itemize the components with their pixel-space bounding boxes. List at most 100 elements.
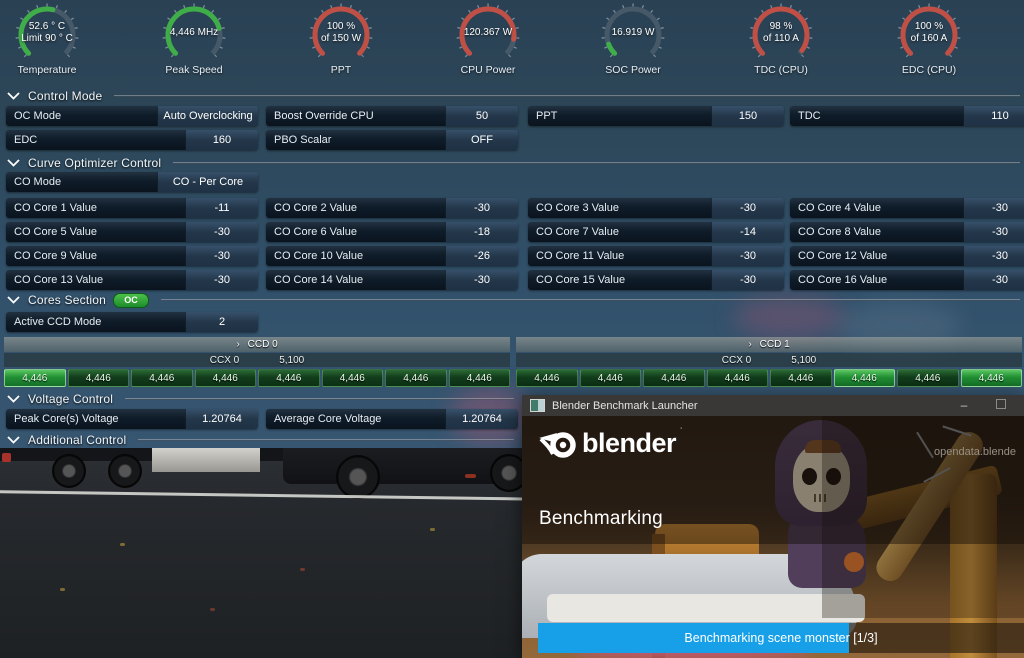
field-value: -30 [711, 270, 784, 290]
gauge-dial [15, 3, 79, 58]
chevron-down-icon[interactable] [6, 90, 21, 102]
gauge-arc [900, 6, 958, 56]
field-boost-override-cpu[interactable]: Boost Override CPU 50 [266, 106, 518, 126]
field-value: 2 [185, 312, 258, 332]
section-header-cores: Cores Section OC [6, 292, 1020, 308]
field-co-core-4[interactable]: CO Core 4 Value -30 [790, 198, 1024, 218]
field-edc[interactable]: EDC 160 [6, 130, 258, 150]
benchmark-progress-bar: Benchmarking scene monster [1/3] [538, 623, 1024, 653]
chevron-down-icon[interactable] [6, 157, 21, 169]
section-header-curve-optimizer: Curve Optimizer Control [6, 155, 1020, 171]
monster-mouth [814, 494, 816, 502]
ccd1-header[interactable]: › CCD 1 [516, 337, 1022, 352]
chevron-down-icon[interactable] [6, 294, 21, 306]
field-co-core-11[interactable]: CO Core 11 Value -30 [528, 246, 784, 266]
gauge-subvalue: Limit 90 ° C [21, 33, 73, 44]
field-label: CO Core 14 Value [266, 270, 445, 290]
app-icon [530, 399, 545, 412]
ccx-label: CCX 0 [209, 354, 240, 366]
field-co-core-9[interactable]: CO Core 9 Value -30 [6, 246, 258, 266]
maximize-button[interactable] [986, 395, 1016, 416]
core-tile: 4,446 [770, 369, 832, 387]
core-tile: 4,446 [385, 369, 447, 387]
field-co-core-3[interactable]: CO Core 3 Value -30 [528, 198, 784, 218]
gauge-value: 120.367 W [463, 27, 513, 38]
core-tile: 4,446 [4, 369, 66, 387]
ccd-name: CCD 1 [759, 339, 790, 350]
field-co-core-14[interactable]: CO Core 14 Value -30 [266, 270, 518, 290]
field-label: CO Core 6 Value [266, 222, 445, 242]
core-tile: 4,446 [448, 369, 510, 387]
field-co-core-5[interactable]: CO Core 5 Value -30 [6, 222, 258, 242]
monster-hand [844, 552, 864, 572]
field-label: Active CCD Mode [6, 312, 185, 332]
field-active-ccd-mode[interactable]: Active CCD Mode 2 [6, 312, 258, 332]
section-rule [114, 95, 1020, 97]
window-titlebar[interactable]: Blender Benchmark Launcher – [522, 395, 1024, 416]
field-co-core-12[interactable]: CO Core 12 Value -30 [790, 246, 1024, 266]
field-co-core-7[interactable]: CO Core 7 Value -14 [528, 222, 784, 242]
field-label: CO Core 1 Value [6, 198, 185, 218]
truck-wheel [336, 455, 380, 499]
field-co-core-8[interactable]: CO Core 8 Value -30 [790, 222, 1024, 242]
field-pbo-scalar[interactable]: PBO Scalar OFF [266, 130, 518, 150]
blender-wordmark: blender [582, 428, 677, 458]
benchmarking-heading: Benchmarking [539, 508, 663, 529]
field-peak-core-voltage[interactable]: Peak Core(s) Voltage 1.20764 [6, 409, 258, 429]
field-co-core-2[interactable]: CO Core 2 Value -30 [266, 198, 518, 218]
field-co-core-6[interactable]: CO Core 6 Value -18 [266, 222, 518, 242]
field-co-core-15[interactable]: CO Core 15 Value -30 [528, 270, 784, 290]
ccd0-header[interactable]: › CCD 0 [4, 337, 510, 352]
gauge-subvalue: of 150 W [320, 33, 362, 44]
dark-overlay [822, 416, 1024, 618]
chevron-down-icon[interactable] [6, 434, 21, 446]
field-label: CO Core 16 Value [790, 270, 963, 290]
core-tile: 4,446 [833, 369, 895, 387]
gauge-value: 16.919 W [611, 27, 655, 38]
field-label: CO Core 10 Value [266, 246, 445, 266]
field-co-mode[interactable]: CO Mode CO - Per Core [6, 172, 258, 192]
field-value: -14 [711, 222, 784, 242]
core-tile: 4,446 [897, 369, 959, 387]
field-tdc[interactable]: TDC 110 [790, 106, 1024, 126]
section-rule [138, 439, 514, 441]
field-co-core-10[interactable]: CO Core 10 Value -26 [266, 246, 518, 266]
gauge-subvalue: of 160 A [910, 33, 948, 44]
field-label: CO Core 9 Value [6, 246, 185, 266]
field-value: 110 [963, 106, 1024, 126]
section-title: Voltage Control [28, 392, 114, 406]
field-co-core-1[interactable]: CO Core 1 Value -11 [6, 198, 258, 218]
core-tile: 4,446 [194, 369, 256, 387]
field-value: 150 [711, 106, 784, 126]
section-title: Additional Control [28, 433, 127, 447]
mattress [547, 594, 865, 622]
truck-wheel [52, 454, 86, 488]
progress-fill [538, 623, 850, 653]
core-tile: 4,446 [579, 369, 641, 387]
gauge-cpu-power: 120.367 W CPU Power [428, 3, 548, 81]
field-ppt[interactable]: PPT 150 [528, 106, 784, 126]
opendata-link[interactable]: opendata.blende [934, 446, 1016, 458]
monster-hair [805, 440, 841, 453]
field-label: CO Core 12 Value [790, 246, 963, 266]
field-value: -30 [185, 246, 258, 266]
core-tile: 4,446 [67, 369, 129, 387]
field-label: CO Core 15 Value [528, 270, 711, 290]
monster-eye [826, 468, 841, 485]
minimize-button[interactable]: – [960, 398, 968, 412]
field-average-core-voltage[interactable]: Average Core Voltage 1.20764 [266, 409, 518, 429]
blender-logo-icon [539, 432, 576, 458]
field-label: TDC [790, 106, 963, 126]
field-co-core-13[interactable]: CO Core 13 Value -30 [6, 270, 258, 290]
field-co-core-16[interactable]: CO Core 16 Value -30 [790, 270, 1024, 290]
field-value: 50 [445, 106, 518, 126]
gauge-label: TDC (CPU) [754, 64, 808, 76]
chevron-down-icon[interactable] [6, 393, 21, 405]
field-oc-mode[interactable]: OC Mode Auto Overclocking [6, 106, 258, 126]
window-title: Blender Benchmark Launcher [552, 399, 698, 412]
truck-trailer [152, 448, 260, 472]
field-value: CO - Per Core [157, 172, 258, 192]
progress-label: Benchmarking scene monster [1/3] [684, 631, 878, 645]
road-speckle [300, 568, 305, 571]
field-label: OC Mode [6, 106, 157, 126]
